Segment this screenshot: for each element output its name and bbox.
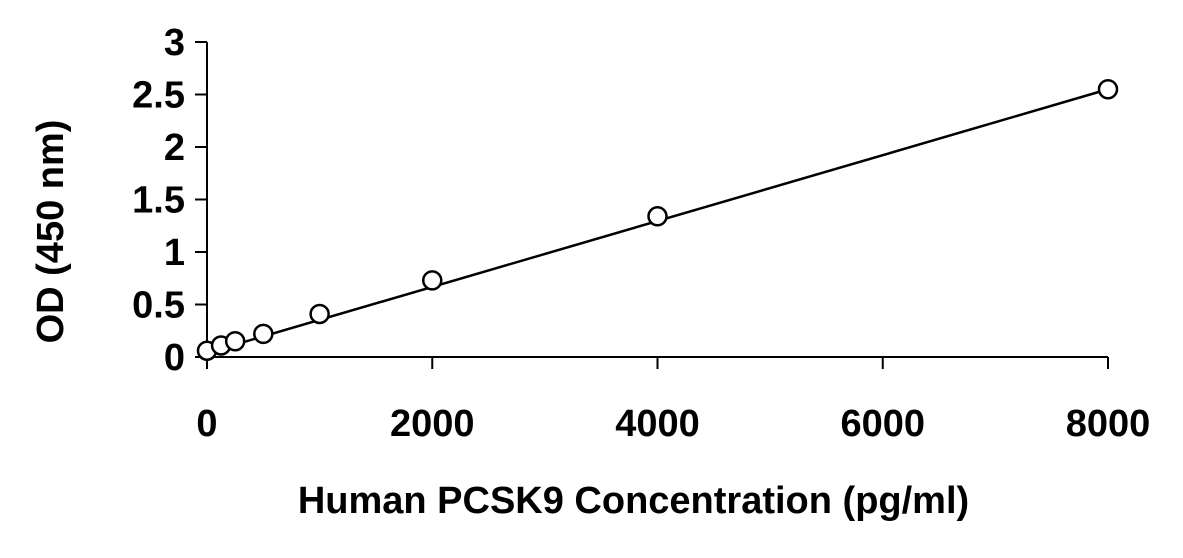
data-point <box>422 270 443 291</box>
data-points <box>196 79 1119 361</box>
x-tick-label: 8000 <box>1066 403 1151 445</box>
x-axis-title: Human PCSK9 Concentration (pg/ml) <box>298 480 969 522</box>
y-tick-label: 0 <box>164 337 185 379</box>
data-point <box>224 331 246 352</box>
y-tick-label: 2.5 <box>132 75 185 117</box>
y-tick-label: 1.5 <box>132 180 185 222</box>
x-tick-label: 2000 <box>390 403 475 445</box>
y-ticks: 0 0.5 1 1.5 2 2.5 3 <box>132 22 207 379</box>
y-tick-label: 1 <box>164 232 185 274</box>
y-axis-title: OD (450 nm) <box>30 120 72 344</box>
x-ticks: 0 2000 4000 6000 8000 <box>196 357 1150 445</box>
data-point <box>647 206 668 227</box>
x-tick-label: 6000 <box>840 403 925 445</box>
data-point <box>309 303 330 325</box>
y-tick-label: 2 <box>164 127 185 169</box>
axes: 0 0.5 1 1.5 2 2.5 3 0 2000 4000 6000 8000 <box>132 22 1150 445</box>
y-tick-label: 3 <box>164 22 185 64</box>
data-point <box>253 323 274 345</box>
x-tick-label: 0 <box>196 403 217 445</box>
data-point <box>1097 79 1119 100</box>
x-tick-label: 4000 <box>615 403 700 445</box>
y-tick-label: 0.5 <box>132 285 185 327</box>
